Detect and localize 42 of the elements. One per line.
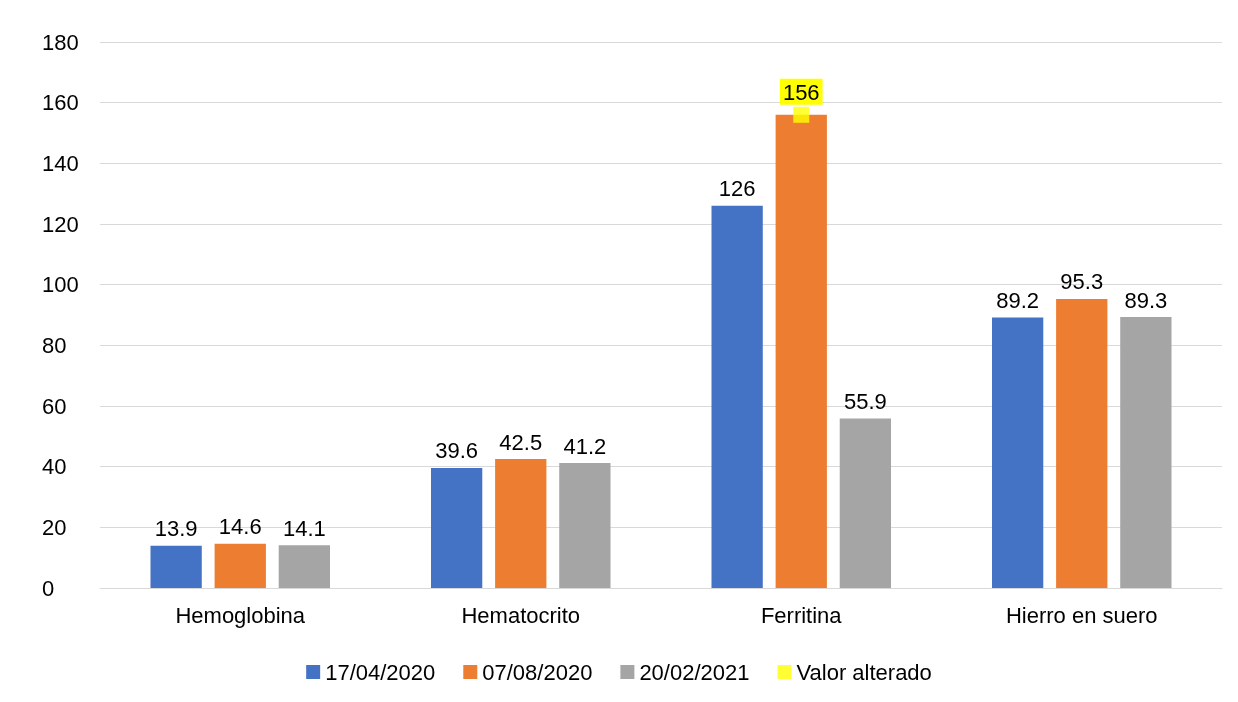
x-tick-label: Hemoglobina: [175, 602, 306, 628]
legend-label: 20/02/2021: [639, 659, 750, 685]
x-tick-label: Hematocrito: [461, 602, 581, 628]
y-tick-label: 80: [42, 332, 67, 358]
legend-label: Valor alterado: [796, 659, 932, 685]
x-tick-label: Hierro en suero: [1005, 602, 1158, 628]
y-tick-label: 180: [42, 29, 79, 55]
bar: [711, 205, 763, 588]
legend-label: 17/04/2020: [325, 659, 436, 685]
y-tick-label: 140: [42, 150, 79, 176]
bar: [991, 317, 1044, 588]
data-label: 14.6: [218, 514, 262, 540]
y-tick-label: 40: [42, 454, 67, 480]
bar: [214, 543, 266, 588]
y-tick-label: 20: [42, 514, 67, 540]
bar: [775, 114, 827, 588]
y-tick-label: 100: [42, 272, 79, 298]
data-label: 14.1: [282, 515, 326, 541]
bar: [278, 545, 331, 588]
legend-label: 07/08/2020: [482, 659, 593, 685]
data-label: 42.5: [499, 429, 543, 455]
y-tick-label: 60: [42, 393, 67, 419]
y-tick-label: 0: [42, 575, 55, 601]
bar: [1120, 317, 1172, 588]
data-label: 55.9: [843, 388, 887, 414]
data-label: 89.2: [996, 287, 1040, 313]
data-label: 41.2: [563, 433, 607, 459]
data-label: 39.6: [435, 438, 479, 464]
y-tick-label: 120: [42, 211, 79, 237]
data-label: 89.3: [1124, 287, 1168, 313]
bar: [839, 418, 892, 588]
bar: [495, 459, 547, 588]
data-label: 13.9: [154, 516, 198, 542]
bar: [150, 545, 202, 588]
data-label: 126: [718, 176, 756, 202]
data-label: 95.3: [1060, 269, 1104, 295]
bar: [559, 463, 611, 588]
bar: [430, 467, 483, 588]
x-tick-label: Ferritina: [760, 602, 843, 628]
y-tick-label: 160: [42, 90, 79, 116]
data-label: 156: [782, 80, 820, 106]
bar: [1056, 298, 1108, 588]
